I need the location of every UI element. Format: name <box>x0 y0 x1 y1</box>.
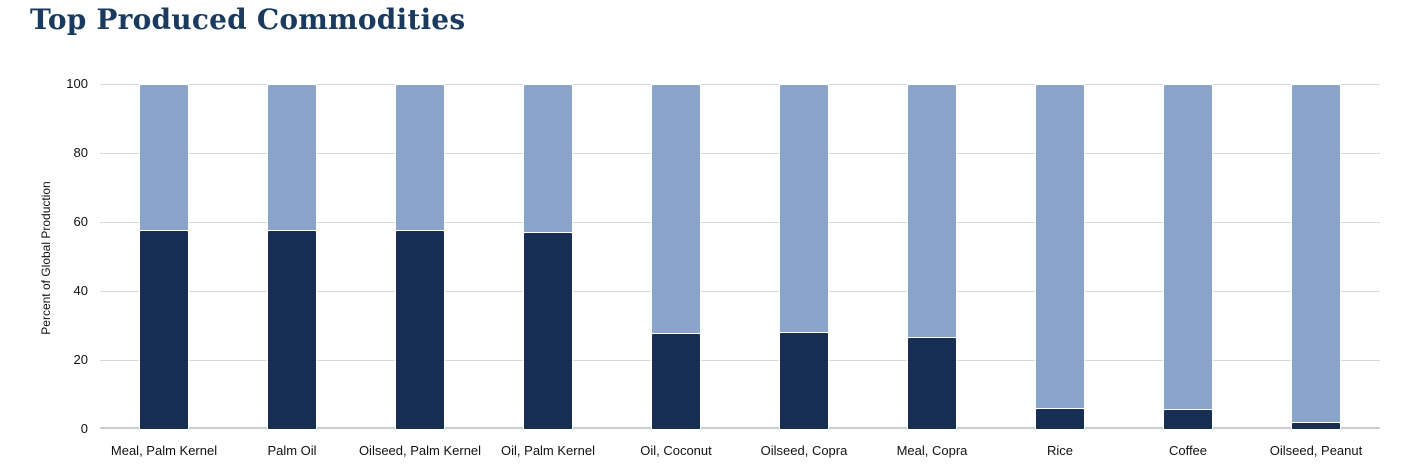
bar-segment-top-segment-1[interactable] <box>267 84 317 230</box>
gridline-80 <box>100 153 1380 154</box>
x-category-label: Meal, Copra <box>896 443 968 458</box>
x-category-label: Oil, Coconut <box>640 443 712 458</box>
x-category-label: Meal, Palm Kernel <box>110 443 218 458</box>
x-category-label: Palm Oil <box>267 443 317 458</box>
y-tick-label-20: 20 <box>73 352 88 367</box>
bar-segment-bottom-segment-1[interactable] <box>267 229 317 429</box>
x-category-label: Oil, Palm Kernel <box>501 443 595 458</box>
bar-segment-bottom-segment-5[interactable] <box>779 331 829 429</box>
bar-segment-bottom-segment-4[interactable] <box>651 332 701 429</box>
plot-area <box>100 84 1380 429</box>
y-tick-label-60: 60 <box>73 214 88 229</box>
bar-segment-top-segment-8[interactable] <box>1163 84 1213 409</box>
gridline-40 <box>100 291 1380 292</box>
x-category-label: Oilseed, Peanut <box>1269 443 1363 458</box>
x-category-label: Rice <box>1046 443 1073 458</box>
bar-segment-bottom-segment-3[interactable] <box>523 231 573 429</box>
bar-segment-bottom-segment-9[interactable] <box>1291 422 1341 429</box>
x-category-label: Oilseed, Palm Kernel <box>358 443 482 458</box>
y-tick-label-40: 40 <box>73 283 88 298</box>
bar-segment-top-segment-7[interactable] <box>1035 84 1085 409</box>
bar-segment-bottom-segment-2[interactable] <box>395 229 445 429</box>
bar-segment-bottom-segment-6[interactable] <box>907 336 957 429</box>
bar-segment-top-segment-3[interactable] <box>523 84 573 232</box>
bar-segment-top-segment-2[interactable] <box>395 84 445 230</box>
x-category-label: Coffee <box>1168 443 1208 458</box>
y-tick-label-0: 0 <box>80 421 88 436</box>
y-tick-label-80: 80 <box>73 145 88 160</box>
x-axis-line <box>100 427 1380 429</box>
gridline-60 <box>100 222 1380 223</box>
bar-segment-top-segment-0[interactable] <box>139 84 189 230</box>
bar-segment-bottom-segment-8[interactable] <box>1163 409 1213 429</box>
gridline-20 <box>100 360 1380 361</box>
x-category-label: Oilseed, Copra <box>760 443 848 458</box>
page-title: Top Produced Commodities <box>30 3 466 36</box>
bar-segment-top-segment-4[interactable] <box>651 84 701 333</box>
bar-segment-top-segment-5[interactable] <box>779 84 829 332</box>
bar-segment-top-segment-6[interactable] <box>907 84 957 337</box>
bar-segment-top-segment-9[interactable] <box>1291 84 1341 423</box>
y-tick-label-100: 100 <box>66 76 88 91</box>
bar-segment-bottom-segment-7[interactable] <box>1035 408 1085 429</box>
gridline-100 <box>100 84 1380 85</box>
bar-segment-bottom-segment-0[interactable] <box>139 229 189 429</box>
y-axis-title: Percent of Global Production <box>39 181 53 335</box>
